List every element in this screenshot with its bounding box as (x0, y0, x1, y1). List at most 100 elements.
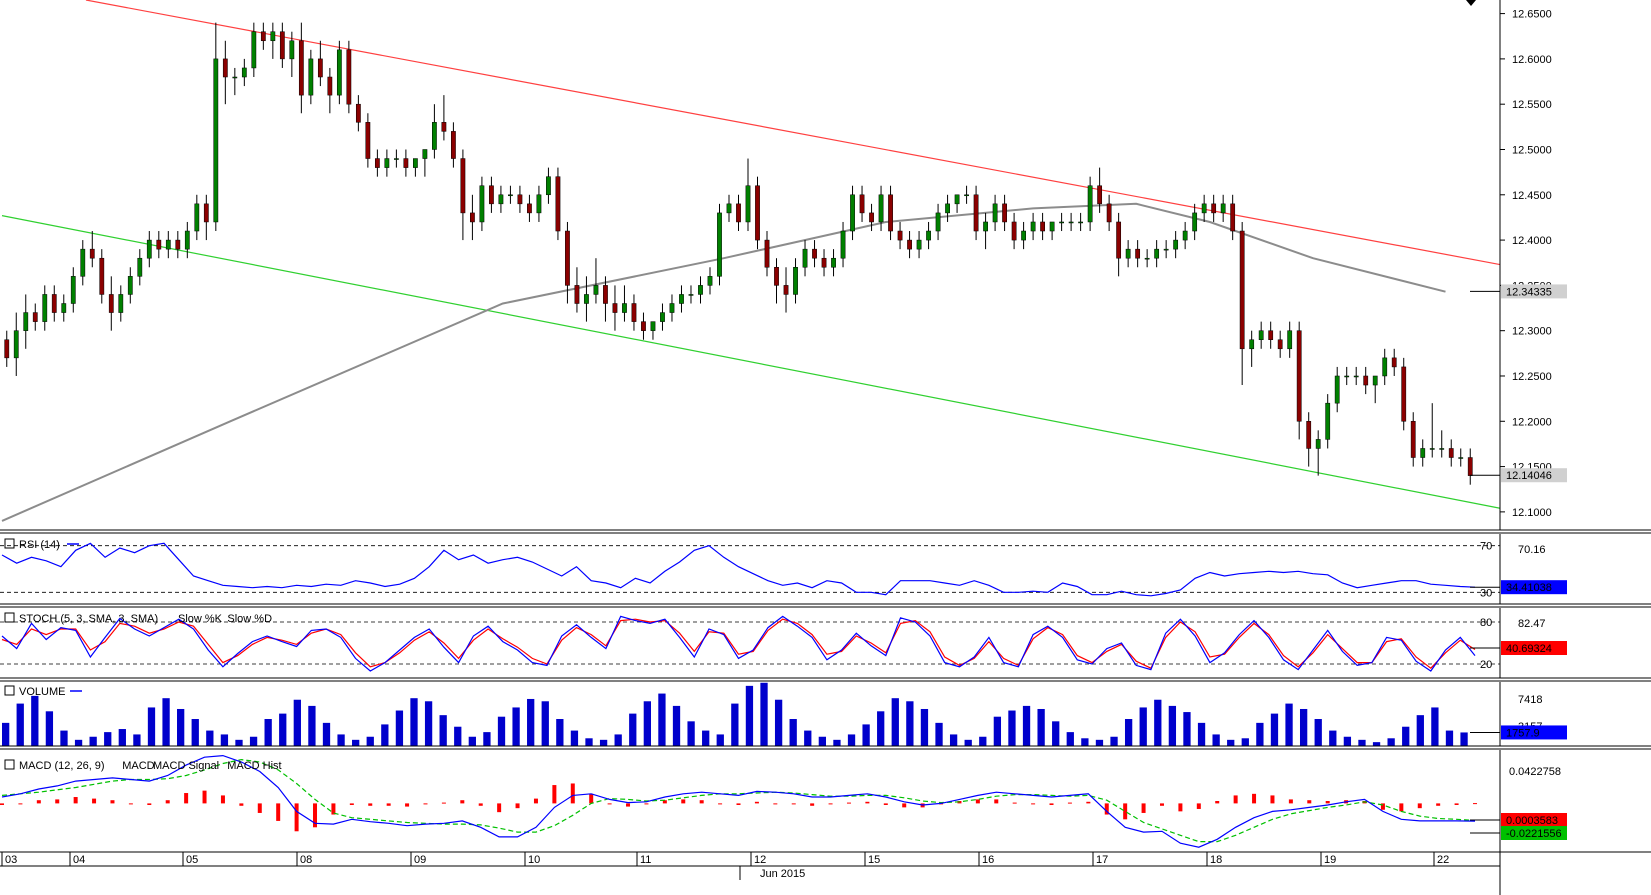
candle-body (508, 194, 513, 197)
candle-body (926, 230, 931, 241)
macd-hist-bar (110, 800, 115, 804)
candle-body (631, 303, 637, 322)
candle-body (365, 122, 371, 159)
candle-body (156, 239, 162, 250)
candle-body (1173, 239, 1179, 250)
macd-hist-bar (1086, 801, 1091, 804)
candle-body (1182, 230, 1188, 241)
candle-body (32, 312, 38, 322)
stoch-panel: 80 20 82.47 STOCH (5, 3, SMA, 3, SMA) Slow %… (0, 608, 1651, 679)
volume-bar (235, 739, 243, 746)
macd-value-tag: -0.0221556 (1506, 828, 1562, 840)
volume-value-tag-bg (1501, 725, 1567, 740)
candle-body (137, 257, 143, 277)
macd-hist-bar (1123, 803, 1128, 820)
volume-bar (1183, 712, 1191, 746)
macd-hist-bar (607, 803, 612, 805)
candle-body (802, 248, 808, 268)
volume-bar (220, 734, 229, 746)
volume-bar (293, 699, 301, 746)
macd-hist-bar (626, 803, 631, 807)
candle-body (441, 122, 447, 132)
volume-bar (745, 685, 754, 746)
volume-bar (1372, 742, 1381, 746)
volume-bar (964, 739, 972, 746)
volume-bar (687, 721, 695, 746)
candle-body (1135, 248, 1141, 259)
candle-body (1087, 185, 1093, 223)
macd-hist-bar (331, 803, 336, 815)
macd-signal-line (1, 758, 1476, 843)
stoch-level-label: 80 (1480, 617, 1492, 629)
volume-bar (1416, 715, 1424, 746)
upper-channel-line (85, 0, 1501, 266)
candle-body (1049, 221, 1055, 232)
macd-hist-bar (497, 803, 502, 813)
candle-body (432, 122, 437, 150)
volume-bar (322, 722, 331, 746)
candle-body (80, 248, 86, 277)
rsi-value-tag: 34.41038 (1506, 582, 1552, 594)
ma-value-tag: 12.34335 (1506, 286, 1552, 298)
candle-body (774, 267, 779, 286)
candle-body (622, 303, 627, 313)
candle-body (1021, 230, 1026, 241)
candle-body (850, 194, 855, 232)
candle-body (1439, 448, 1445, 450)
volume-bar (104, 732, 112, 746)
price-tick-label: 12.3000 (1512, 326, 1552, 338)
macd-hist-bar (552, 785, 557, 804)
volume-bar (877, 711, 885, 746)
candle-body (146, 239, 152, 259)
macd-hist-bar (1325, 801, 1330, 804)
volume-bar (935, 722, 943, 746)
volume-bar (395, 710, 404, 746)
volume-bar (454, 726, 462, 746)
candle-body (935, 212, 941, 232)
macd-hist-bar (515, 803, 520, 809)
macd-hist-tag: 0.0003583 (1506, 815, 1558, 827)
macd-hist-bar (349, 803, 354, 805)
volume-bar (31, 695, 39, 746)
candle-body (650, 321, 656, 331)
volume-bar (410, 698, 418, 746)
volume-bar (60, 730, 68, 746)
time-tick-label: 19 (1324, 854, 1336, 866)
candle-body (527, 203, 532, 214)
macd-hist-bar (1380, 803, 1385, 810)
volume-bar (1227, 739, 1235, 746)
volume-bar (1081, 738, 1089, 746)
candle-body (555, 176, 561, 232)
volume-bar (993, 716, 1002, 746)
candle-body (584, 294, 589, 304)
candle-body (279, 31, 285, 60)
price-tick-label: 12.2500 (1512, 371, 1552, 383)
volume-bar (439, 715, 447, 746)
volume-bar (774, 699, 783, 746)
volume-bar (1212, 734, 1220, 746)
volume-bar (1314, 719, 1322, 746)
macd-hist-bar (828, 803, 833, 805)
candle-body (1106, 203, 1112, 223)
candle-body (489, 185, 494, 205)
candle-body (1315, 439, 1321, 449)
candle-body (783, 285, 789, 295)
macd-hist-bar (1307, 800, 1312, 804)
candle-body (679, 294, 684, 304)
volume-bar (352, 739, 360, 746)
candle-body (593, 285, 599, 295)
candle-body (1163, 248, 1169, 251)
volume-bar (599, 739, 608, 746)
price-tick-label: 12.1000 (1512, 507, 1552, 519)
macd-hist-bar (754, 801, 759, 804)
macd-hist-bar (423, 803, 428, 805)
candle-body (954, 194, 960, 205)
price-tick-label: 12.6000 (1512, 54, 1552, 66)
panel-toggle-icon (4, 685, 15, 696)
candle-body (565, 230, 570, 286)
volume-bar (1402, 726, 1410, 746)
macd-hist-bar (1049, 803, 1054, 805)
last-price-tag-bg (1501, 468, 1567, 483)
candle-body (108, 294, 114, 313)
